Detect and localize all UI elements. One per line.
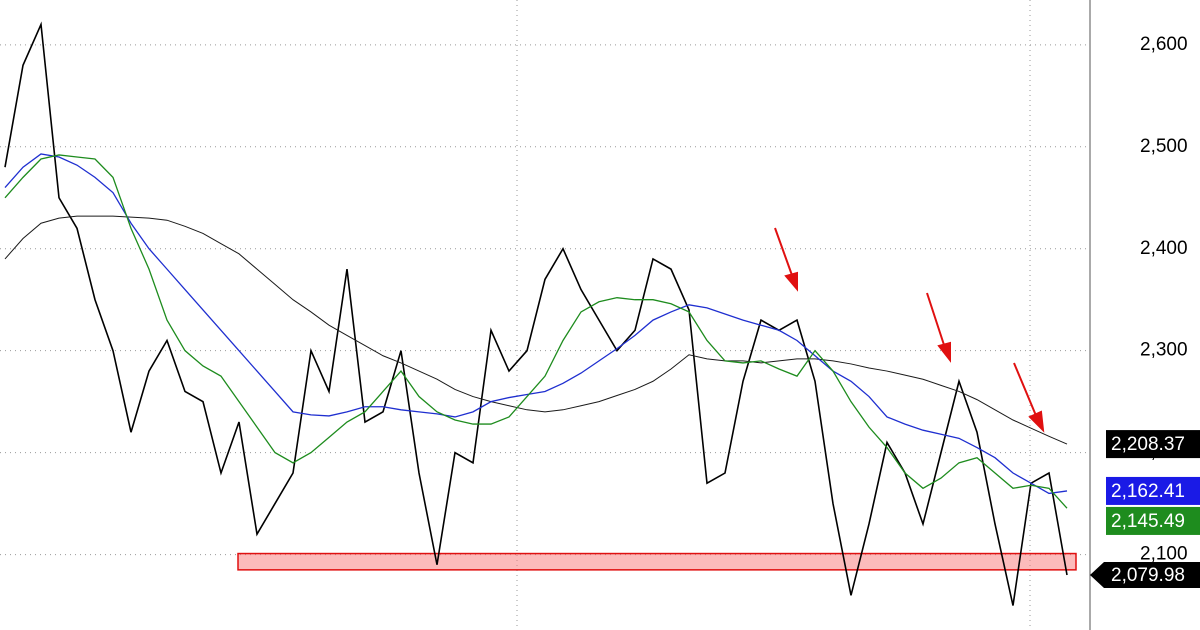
series-line — [4, 21, 1068, 606]
price-tag-label: 2,145.49 — [1111, 511, 1185, 532]
series-line — [4, 154, 1068, 509]
price-tag — [1090, 561, 1200, 588]
annotations — [774, 227, 1045, 433]
price-tag — [1106, 430, 1200, 459]
support-band — [237, 552, 1077, 571]
price-tag — [1106, 476, 1200, 505]
y-tick-label: 2,400 — [1140, 238, 1188, 259]
price-tags: 2,208.37 2,162.41 2,145.49 2,079.98 — [1090, 430, 1200, 588]
series-line — [4, 153, 1068, 495]
y-tick-label: 2,300 — [1140, 340, 1188, 361]
y-tick-label: 2,500 — [1140, 136, 1188, 157]
y-tick-label: 2,100 — [1140, 544, 1188, 565]
price-tag-label: 2,208.37 — [1111, 434, 1185, 455]
price-tag — [1106, 506, 1200, 535]
price-tag-label: 2,079.98 — [1111, 565, 1185, 586]
series-line — [4, 215, 1068, 445]
price-tag-label: 2,162.41 — [1111, 481, 1185, 502]
y-tick-label: 2,600 — [1140, 34, 1188, 55]
